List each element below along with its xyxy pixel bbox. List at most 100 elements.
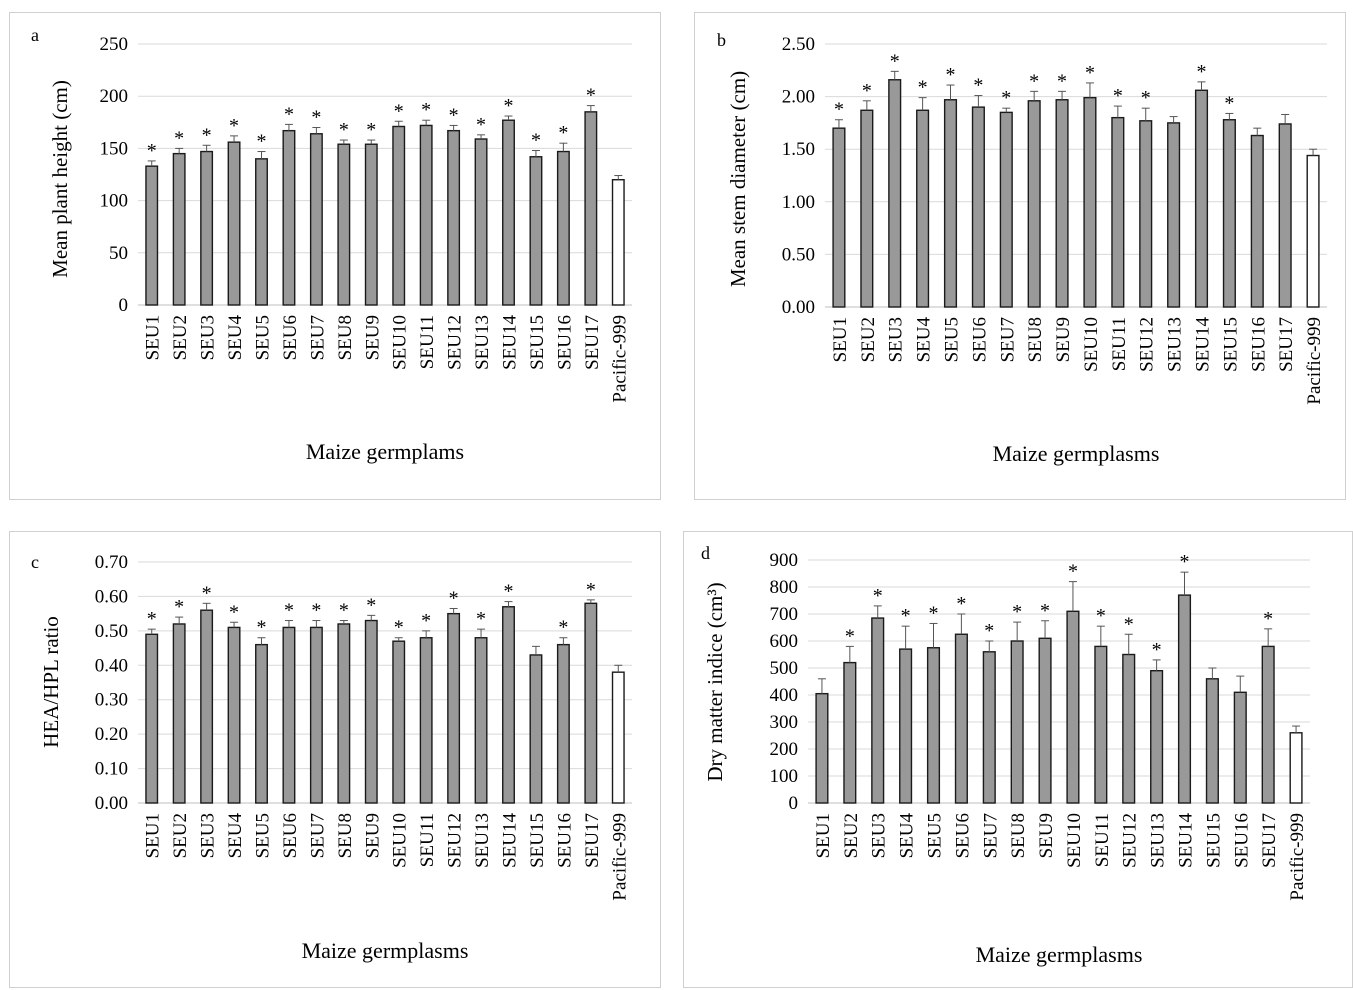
- panel-label-b: b: [717, 30, 726, 50]
- x-tick-label: SEU5: [253, 315, 274, 360]
- bar-SEU15: [529, 156, 543, 306]
- y-tick-label: 500: [770, 658, 799, 679]
- y-tick-label: 0.70: [95, 552, 128, 573]
- bar-SEU12: [1122, 653, 1136, 804]
- bar-SEU1: [832, 127, 846, 308]
- significance-marker: *: [339, 600, 349, 622]
- bar-SEU16: [1250, 134, 1264, 308]
- x-tick-label: SEU9: [1036, 813, 1057, 858]
- significance-marker: *: [449, 587, 459, 609]
- bar-SEU14: [502, 606, 515, 804]
- bar-SEU12: [447, 129, 461, 306]
- x-tick-label: SEU12: [1137, 317, 1158, 372]
- bar-SEU17: [584, 111, 598, 306]
- y-axis-title: Mean stem diameter (cm): [726, 71, 750, 287]
- x-tick-label: SEU6: [952, 813, 973, 858]
- x-tick-label: SEU7: [980, 813, 1001, 858]
- bar-SEU2: [172, 152, 186, 306]
- x-tick-label: SEU7: [307, 315, 328, 360]
- panel-label-a: a: [31, 25, 39, 45]
- bar-SEU12: [447, 612, 461, 804]
- bar-SEU13: [1167, 122, 1181, 308]
- x-tick-label: SEU10: [390, 315, 411, 370]
- significance-marker: *: [845, 625, 855, 647]
- significance-marker: *: [366, 119, 376, 141]
- x-axis-title-a: Maize germplams: [305, 439, 465, 464]
- panel-c: c 0.00 0.10 0.20 0.30 0.40 0.50 0.60 0.70 HEA/HP…: [9, 531, 661, 988]
- y-tick-label: 0.10: [95, 759, 128, 780]
- bar-SEU11: [419, 124, 433, 306]
- bar-SEU2: [843, 661, 857, 804]
- bar-SEU16: [556, 643, 570, 804]
- bar-Pacific-999: [611, 179, 625, 306]
- x-tick-label: SEU8: [1025, 317, 1046, 362]
- y-tick-label: 100: [770, 766, 799, 787]
- y-tick-label: 200: [100, 86, 129, 107]
- significance-marker: *: [504, 581, 514, 603]
- y-tick-label: 1.50: [782, 139, 815, 160]
- x-tick-label: SEU14: [1193, 317, 1214, 372]
- significance-marker: *: [1068, 561, 1078, 583]
- bar-SEU8: [1027, 100, 1041, 308]
- y-tick-label: 0.50: [782, 244, 815, 265]
- y-tick-label: 200: [770, 739, 799, 760]
- bar-Pacific-999: [1306, 154, 1320, 308]
- x-tick-label: Pacific-999: [609, 813, 630, 901]
- y-tick-label: 0.60: [95, 586, 128, 607]
- significance-marker: *: [558, 617, 568, 639]
- bar-SEU4: [227, 141, 241, 306]
- bar-SEU9: [364, 619, 378, 804]
- chart-b: 0.00 0.50 1.00 1.50 2.00 2.50 Mean stem diamet…: [726, 34, 1327, 405]
- x-tick-label: SEU12: [1120, 813, 1141, 868]
- significance-marker: *: [531, 129, 541, 151]
- x-tick-label: SEU12: [445, 813, 466, 868]
- chart-c: 0.00 0.10 0.20 0.30 0.40 0.50 0.60 0.70 HEA/HPL …: [39, 552, 632, 901]
- bar-SEU3: [888, 79, 902, 308]
- x-tick-label: SEU3: [886, 317, 907, 362]
- x-tick-label: SEU5: [253, 813, 274, 858]
- x-tick-label: SEU2: [858, 317, 879, 362]
- bar-SEU9: [1055, 99, 1069, 308]
- bar-SEU11: [1111, 116, 1125, 308]
- y-tick-label: 2.00: [782, 87, 815, 108]
- y-tick-label: 700: [770, 604, 799, 625]
- x-tick-label: SEU15: [1203, 813, 1224, 868]
- significance-marker: *: [1197, 61, 1207, 83]
- bar-SEU13: [474, 637, 488, 804]
- significance-marker: *: [476, 608, 486, 630]
- panel-label-d: d: [701, 543, 710, 563]
- panel-label-c: c: [31, 552, 39, 572]
- y-tick-label: 300: [770, 712, 799, 733]
- significance-marker: *: [284, 103, 294, 125]
- x-tick-label: SEU8: [335, 315, 356, 360]
- significance-marker: *: [366, 594, 376, 616]
- chart-d: 0 100 200 300 400 500 600 700 800 900 Dry matter i…: [703, 550, 1310, 901]
- x-tick-label: SEU11: [1092, 813, 1113, 867]
- x-tick-label: SEU4: [225, 813, 246, 859]
- y-axis-title: HEA/HPL ratio: [39, 616, 63, 748]
- y-tick-label: 0.20: [95, 724, 128, 745]
- bar-SEU11: [419, 637, 433, 804]
- x-tick-label: SEU4: [914, 317, 935, 363]
- significance-marker: *: [973, 75, 983, 97]
- x-tick-label: SEU13: [472, 315, 493, 370]
- panel-d: d 0 100 200 300 400 500 600 700 800 900 Dry matter…: [683, 531, 1353, 988]
- significance-marker: *: [202, 582, 212, 604]
- x-tick-label: SEU16: [1248, 317, 1269, 372]
- bar-SEU6: [954, 633, 968, 804]
- bar-SEU1: [815, 692, 829, 804]
- significance-marker: *: [1152, 639, 1162, 661]
- y-tick-label: 150: [100, 138, 129, 159]
- y-tick-label: 2.50: [782, 34, 815, 55]
- x-tick-label: SEU10: [1064, 813, 1085, 868]
- bar-SEU15: [1222, 119, 1236, 308]
- bar-SEU14: [502, 119, 515, 306]
- x-tick-label: SEU3: [198, 813, 219, 858]
- significance-marker: *: [1001, 87, 1011, 109]
- bar-SEU10: [1083, 96, 1097, 308]
- significance-marker: *: [1124, 613, 1134, 635]
- x-tick-label: SEU5: [942, 317, 963, 362]
- x-tick-label: SEU9: [1053, 317, 1074, 362]
- y-tick-label: 100: [100, 191, 129, 212]
- bar-SEU3: [871, 617, 885, 804]
